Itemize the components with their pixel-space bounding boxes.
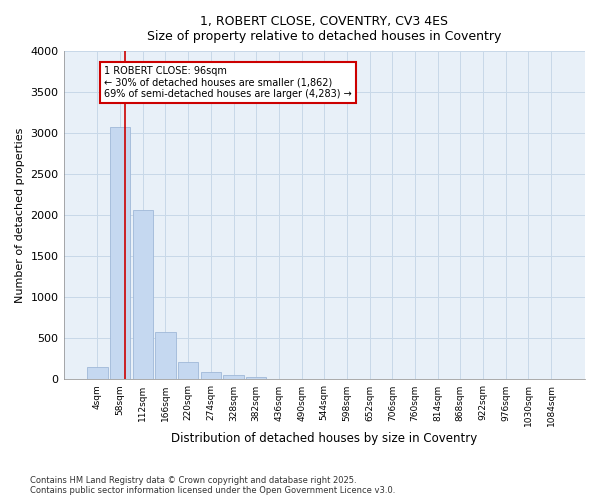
Bar [155, 332, 176, 380]
Y-axis label: Number of detached properties: Number of detached properties [15, 128, 25, 303]
Bar [200, 372, 221, 380]
X-axis label: Distribution of detached houses by size in Coventry: Distribution of detached houses by size … [171, 432, 478, 445]
Bar [133, 210, 153, 380]
Title: 1, ROBERT CLOSE, COVENTRY, CV3 4ES
Size of property relative to detached houses : 1, ROBERT CLOSE, COVENTRY, CV3 4ES Size … [147, 15, 502, 43]
Bar [223, 376, 244, 380]
Bar [110, 126, 130, 380]
Bar [246, 376, 266, 380]
Bar [178, 362, 199, 380]
Text: 1 ROBERT CLOSE: 96sqm
← 30% of detached houses are smaller (1,862)
69% of semi-d: 1 ROBERT CLOSE: 96sqm ← 30% of detached … [104, 66, 352, 99]
Bar [87, 367, 107, 380]
Text: Contains HM Land Registry data © Crown copyright and database right 2025.
Contai: Contains HM Land Registry data © Crown c… [30, 476, 395, 495]
